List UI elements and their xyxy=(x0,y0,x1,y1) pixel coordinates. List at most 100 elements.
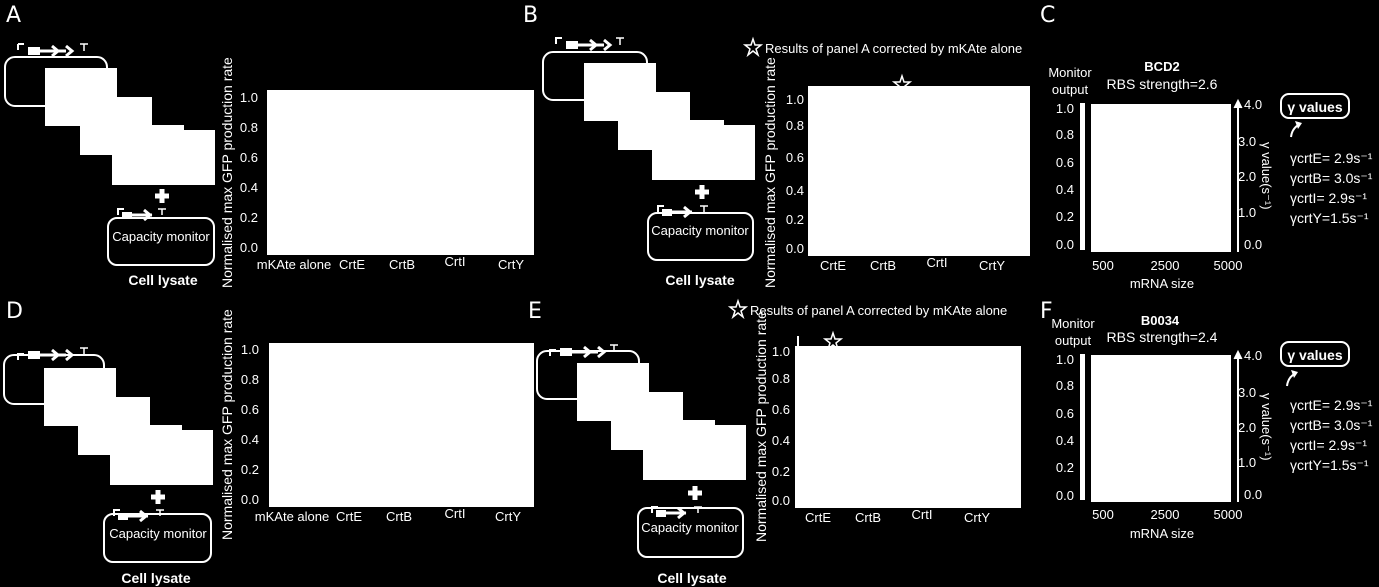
xtick-e-0: CrtE xyxy=(805,510,831,525)
gamma-box-text-c: γ values xyxy=(1287,99,1342,115)
ytick-d-5: 1.0 xyxy=(241,342,259,357)
xtick-f-0: 500 xyxy=(1092,507,1114,522)
panel-label-c: C xyxy=(1040,3,1055,28)
ytick-b-1: 0.2 xyxy=(786,212,804,227)
ytick-e-1: 0.2 xyxy=(772,464,790,479)
xtick-b-1: CrtB xyxy=(870,258,896,273)
xticks-a: mKAte alone CrtE CrtB CrtI CrtY xyxy=(257,254,525,272)
star-note-e: Results of panel A corrected by mKAte al… xyxy=(727,298,1007,320)
panel-f: B0034 RBS strength=2.4 Monitor output 1.… xyxy=(1051,313,1372,541)
left-tick-c-5: 1.0 xyxy=(1056,101,1074,116)
ytick-d-1: 0.2 xyxy=(241,462,259,477)
capacity-monitor-label-a: Capacity monitor xyxy=(112,229,210,244)
ytick-b-3: 0.6 xyxy=(786,150,804,165)
panel-label-a: A xyxy=(6,3,21,28)
panel-label-f: F xyxy=(1040,299,1053,324)
right-tick-c-3: 3.0 xyxy=(1238,134,1256,149)
monitor-output-c-2: output xyxy=(1052,82,1089,97)
ytick-e-5: 1.0 xyxy=(772,344,790,359)
monitor-bar-c xyxy=(1080,103,1085,250)
right-tick-c-0: 0.0 xyxy=(1244,237,1262,252)
ytick-e-2: 0.4 xyxy=(772,433,790,448)
cell-lysate-label-a: Cell lysate xyxy=(128,272,197,288)
xticks-d: mKAte alone CrtE CrtB CrtI CrtY xyxy=(255,506,522,524)
xtick-c-0: 500 xyxy=(1092,258,1114,273)
right-label-f: γ value(s⁻¹) xyxy=(1259,393,1274,461)
xtick-d-4: CrtY xyxy=(495,509,521,524)
monitor-output-f-1: Monitor xyxy=(1051,316,1095,331)
right-axis-arrow-c xyxy=(1233,98,1243,109)
right-axis-arrow-f xyxy=(1233,349,1243,360)
xtick-a-4: CrtY xyxy=(498,257,524,272)
xtick-d-3: CrtI xyxy=(445,506,466,521)
ytick-a-1: 0.2 xyxy=(240,210,258,225)
panel-b-schematic: Capacity monitor Cell lysate xyxy=(542,37,755,288)
subtitle-f: RBS strength=2.4 xyxy=(1107,329,1218,345)
gamma-line-f-1: γcrtB= 3.0s⁻¹ xyxy=(1290,417,1373,433)
capacity-monitor-label-e: Capacity monitor xyxy=(641,520,739,535)
yticks-b: 0.0 0.2 0.4 0.6 0.8 1.0 xyxy=(786,92,804,256)
ytick-d-3: 0.6 xyxy=(241,402,259,417)
xtick-d-1: CrtE xyxy=(336,509,362,524)
xtick-e-1: CrtB xyxy=(855,510,881,525)
ylabel-e: Normalised max GFP production rate xyxy=(753,311,769,542)
panel-label-b: B xyxy=(523,3,538,28)
xtick-c-2: 5000 xyxy=(1214,258,1243,273)
right-label-c: γ value(s⁻¹) xyxy=(1259,142,1274,210)
plot-area-d xyxy=(269,343,534,507)
ytick-e-0: 0.0 xyxy=(772,493,790,508)
monitor-bar-f xyxy=(1080,354,1085,500)
star-note-b: Results of panel A corrected by mKAte al… xyxy=(742,36,1022,58)
xtick-d-2: CrtB xyxy=(386,509,412,524)
gamma-arrowhead-f xyxy=(1291,370,1298,378)
monitor-output-c-1: Monitor xyxy=(1048,65,1092,80)
gamma-box-text-f: γ values xyxy=(1287,347,1342,363)
ytick-a-5: 1.0 xyxy=(240,90,258,105)
left-tick-c-1: 0.2 xyxy=(1056,209,1074,224)
panel-c: BCD2 RBS strength=2.6 Monitor output 1.0… xyxy=(1048,59,1372,291)
gamma-line-f-0: γcrtE= 2.9s⁻¹ xyxy=(1290,397,1373,413)
star-note-text-b: Results of panel A corrected by mKAte al… xyxy=(765,41,1022,56)
xtick-b-2: CrtI xyxy=(927,255,948,270)
xtick-a-3: CrtI xyxy=(445,254,466,269)
right-tick-f-1: 1.0 xyxy=(1238,455,1256,470)
ytick-d-2: 0.4 xyxy=(241,432,259,447)
plot-area-a xyxy=(267,90,534,255)
plot-area-e xyxy=(795,346,1021,508)
gamma-line-f-3: γcrtY=1.5s⁻¹ xyxy=(1290,457,1369,473)
xtick-e-2: CrtI xyxy=(912,507,933,522)
ylabel-b: Normalised max GFP production rate xyxy=(762,57,778,288)
ytick-d-0: 0.0 xyxy=(241,492,259,507)
ytick-a-0: 0.0 xyxy=(240,240,258,255)
left-tick-f-3: 0.6 xyxy=(1056,406,1074,421)
xticks-e: CrtE CrtB CrtI CrtY xyxy=(805,507,990,525)
plot-area-b xyxy=(808,86,1030,256)
yticks-e: 0.0 0.2 0.4 0.6 0.8 1.0 xyxy=(772,344,790,508)
left-tick-f-4: 0.8 xyxy=(1056,378,1074,393)
panel-e-schematic: Capacity monitor Cell lysate xyxy=(536,344,746,586)
ylabel-d: Normalised max GFP production rate xyxy=(219,309,235,540)
gamma-line-c-2: γcrtI= 2.9s⁻¹ xyxy=(1290,190,1367,206)
ylabel-a: Normalised max GFP production rate xyxy=(219,57,235,288)
title-c: BCD2 xyxy=(1144,59,1179,74)
xtick-b-0: CrtE xyxy=(820,258,846,273)
ytick-d-4: 0.8 xyxy=(241,372,259,387)
plot-area-f xyxy=(1091,355,1231,502)
star-note-text-e: Results of panel A corrected by mKAte al… xyxy=(750,303,1007,318)
right-tick-c-4: 4.0 xyxy=(1244,97,1262,112)
xlabel-f: mRNA size xyxy=(1130,526,1194,541)
right-tick-c-1: 1.0 xyxy=(1238,205,1256,220)
title-f: B0034 xyxy=(1141,313,1180,328)
ytick-e-3: 0.6 xyxy=(772,402,790,417)
yticks-d: 0.0 0.2 0.4 0.6 0.8 1.0 xyxy=(241,342,259,507)
capacity-monitor-label-d: Capacity monitor xyxy=(109,526,207,541)
xtick-c-1: 2500 xyxy=(1151,258,1180,273)
gamma-line-c-1: γcrtB= 3.0s⁻¹ xyxy=(1290,170,1373,186)
xtick-d-0: mKAte alone xyxy=(255,509,329,524)
ytick-b-4: 0.8 xyxy=(786,118,804,133)
xtick-e-3: CrtY xyxy=(964,510,990,525)
star-marker-b xyxy=(891,73,913,95)
xlabel-c: mRNA size xyxy=(1130,276,1194,291)
left-tick-c-4: 0.8 xyxy=(1056,127,1074,142)
